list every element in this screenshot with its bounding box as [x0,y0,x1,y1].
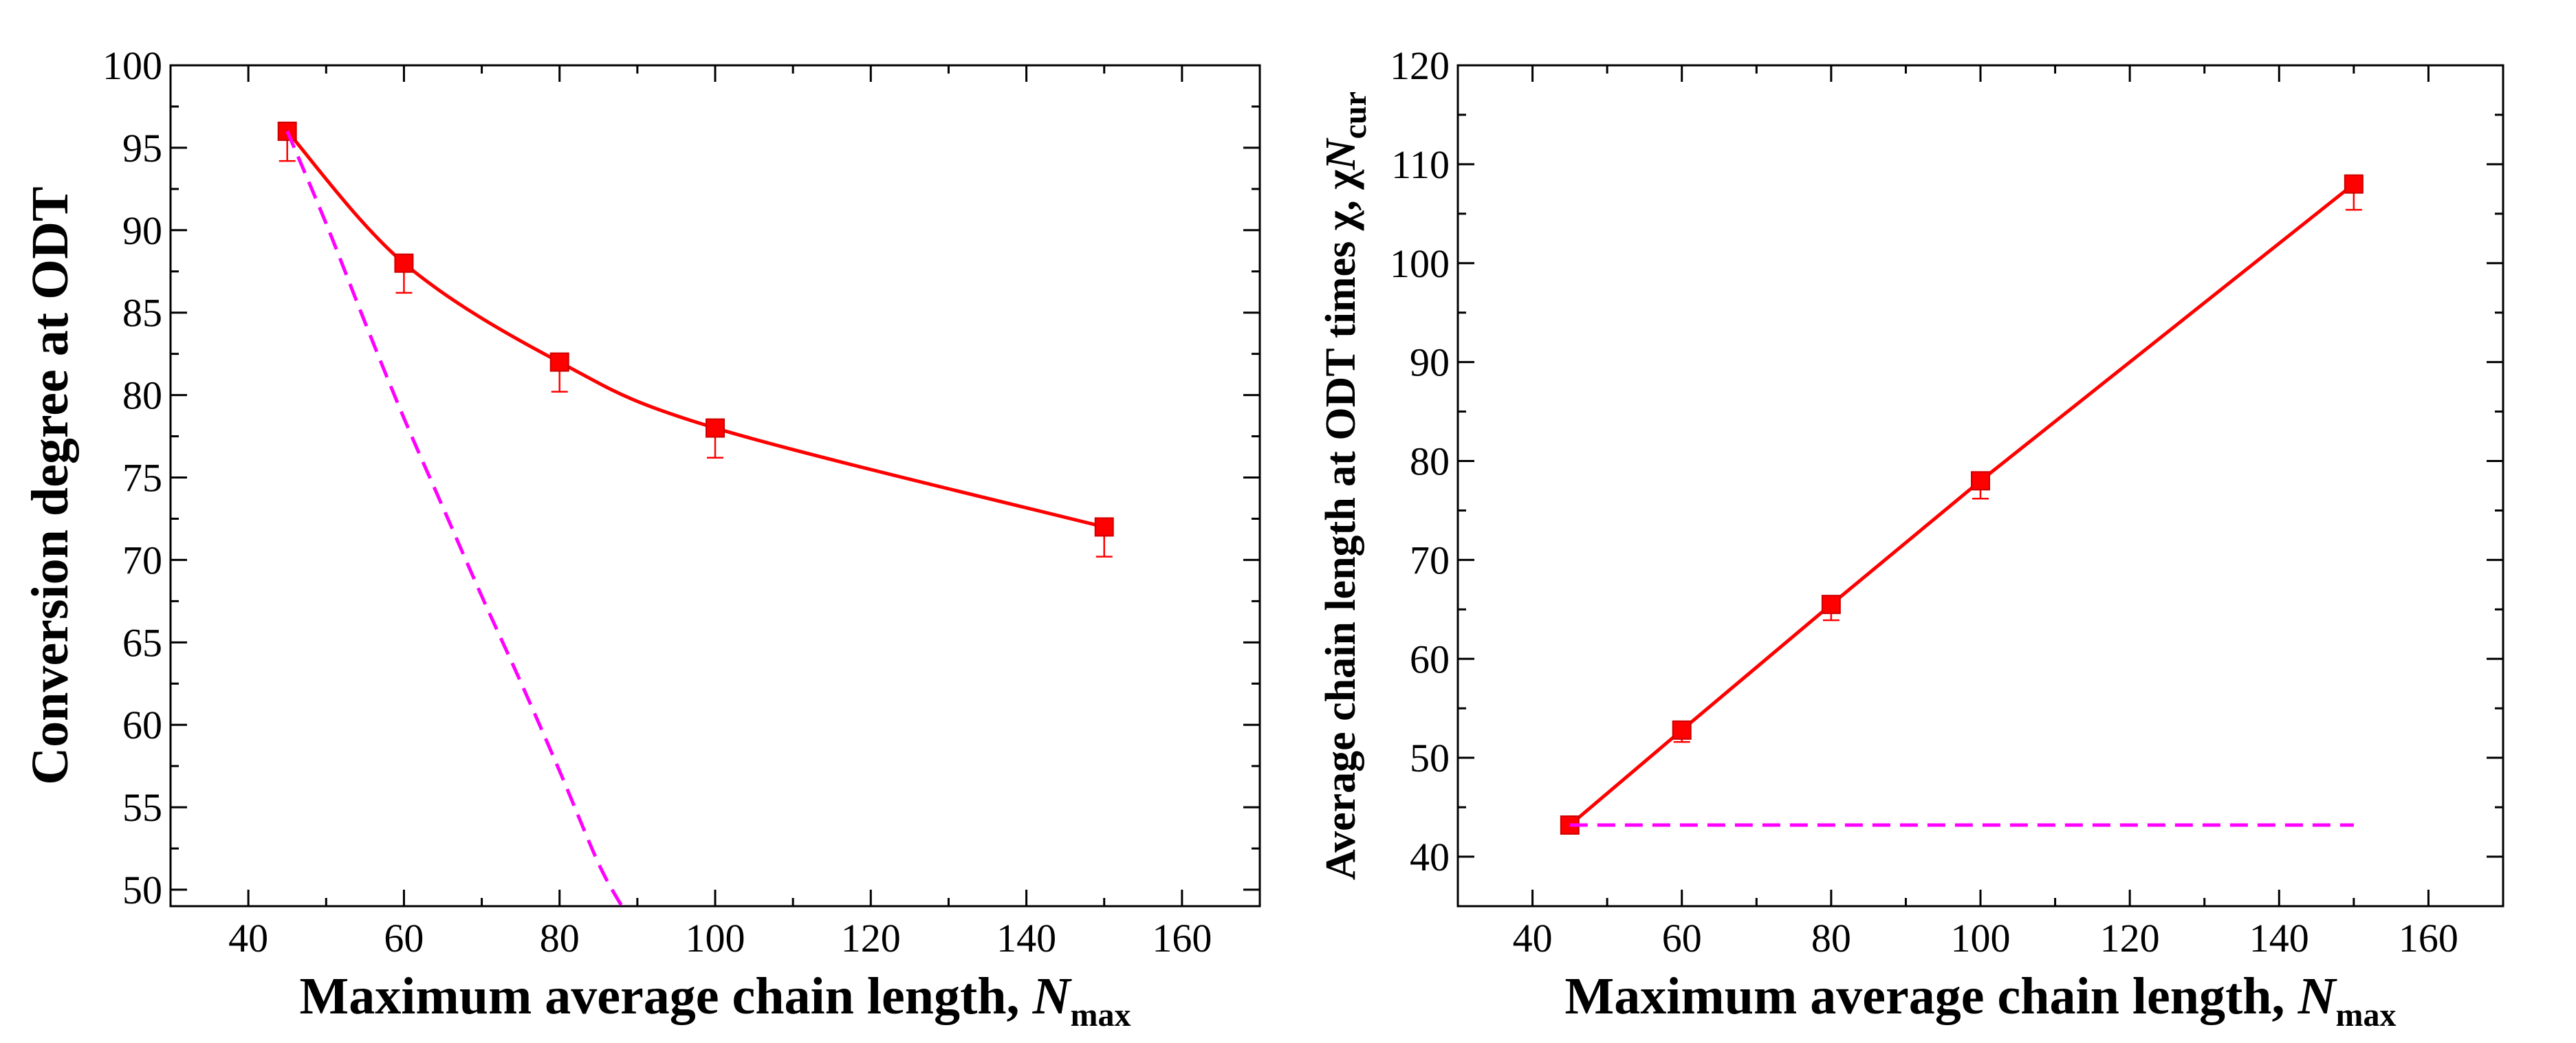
data-point-marker [1094,517,1114,537]
x-tick-label: 40 [1513,916,1553,960]
data-point-marker [2344,174,2364,194]
y-tick-label: 50 [122,868,162,912]
y-tick-label: 80 [1410,439,1450,484]
y-tick-label: 90 [122,208,162,253]
x-axis-title-subscript: max [1070,997,1131,1033]
x-tick-label: 160 [2399,916,2458,960]
plot-frame [169,64,1261,908]
x-tick-label: 100 [686,916,745,960]
x-axis-title-text: Maximum average chain length, [1565,967,2298,1025]
y-tick-label: 100 [1390,241,1450,286]
y-tick-label: 65 [122,620,162,665]
data-point-marker [706,418,725,438]
data-point-marker [1672,720,1692,740]
y-tick-label: 70 [1410,538,1450,582]
x-tick-label: 140 [996,916,1056,960]
plot-area [1560,174,2364,835]
y-axis-title: Conversion degree at ODT [21,186,79,784]
y-tick-label: 60 [1410,637,1450,681]
x-axis-title-subscript: max [2335,997,2396,1033]
y-axis-title-text: Conversion degree at ODT [21,186,79,784]
y-tick-label: 110 [1391,142,1450,187]
y-tick-label: 75 [122,456,162,501]
series-simulation-line [285,130,1105,529]
x-axis-title: Maximum average chain length, Nmax [1565,967,2397,1033]
data-point-marker [277,121,297,141]
y-axis-title: Average chain length at ODT times χ, χNc… [1318,91,1373,880]
y-axis-title-text: Average chain length at ODT times χ, χ [1318,169,1364,880]
x-axis-title-symbol: N [2297,967,2338,1025]
x-tick-label: 120 [841,916,901,960]
y-axis-title-subscript: cur [1337,91,1373,139]
y-tick-label: 60 [122,703,162,747]
data-point-marker [549,352,569,372]
x-tick-label: 60 [384,916,424,960]
y-tick-label: 95 [122,126,162,171]
x-tick-label: 100 [1951,916,2011,960]
x-axis-title: Maximum average chain length, Nmax [300,967,1131,1033]
data-point-marker [1821,595,1841,615]
y-tick-label: 90 [1410,340,1450,385]
x-tick-label: 40 [228,916,268,960]
y-tick-label: 50 [1410,736,1450,780]
y-tick-label: 100 [102,43,162,88]
x-axis-title-symbol: N [1032,967,1073,1025]
left-chart-conversion-degree: 40 60 80 100 120 140 160 50 55 60 65 70 75 80 85 90 95 10… [21,43,1261,1033]
y-axis-title-symbol: N [1318,138,1364,171]
x-tick-label: 160 [1152,916,1212,960]
right-chart-chain-length: 40 60 80 100 120 140 160 40 50 60 70 80 90 100 110 120 M… [1318,43,2504,1033]
x-tick-label: 80 [540,916,580,960]
x-tick-label: 120 [2100,916,2160,960]
y-tick-label: 80 [122,373,162,418]
series-theory-dashed-line [285,130,624,906]
plot-area [277,121,1114,906]
x-tick-label: 80 [1811,916,1851,960]
data-point-marker [1971,471,1990,491]
y-tick-label: 85 [122,291,162,336]
data-point-marker [394,253,414,273]
x-axis-title-text: Maximum average chain length, [300,967,1033,1025]
y-tick-label: 70 [122,538,162,582]
y-tick-label: 55 [122,785,162,830]
x-tick-label: 140 [2249,916,2309,960]
y-tick-label: 120 [1390,43,1450,88]
y-tick-label: 40 [1410,835,1450,879]
x-tick-label: 60 [1662,916,1702,960]
